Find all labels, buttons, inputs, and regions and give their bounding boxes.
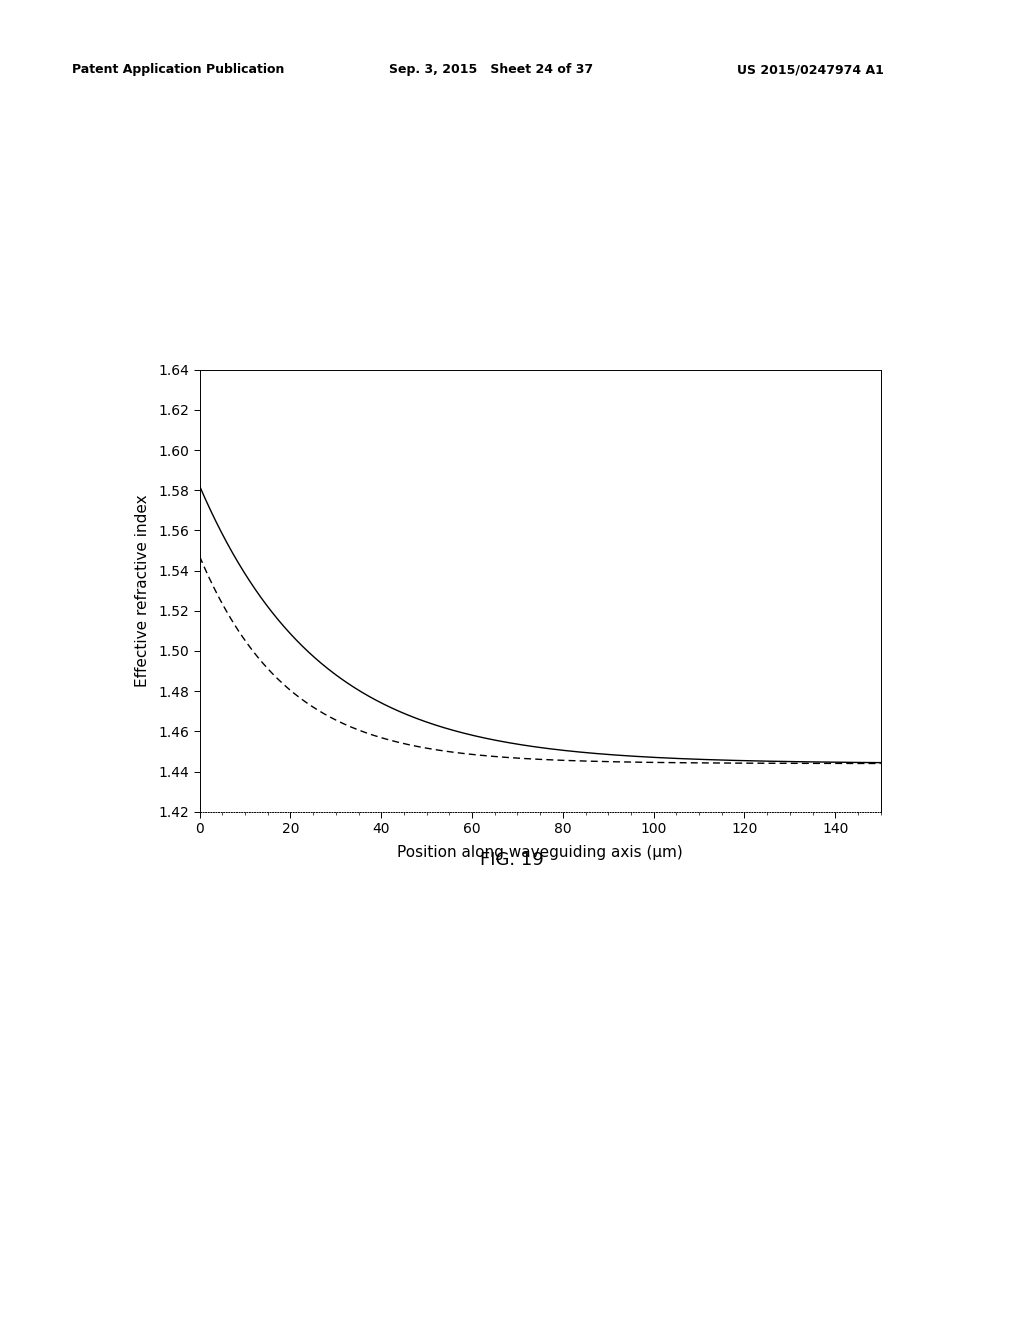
Text: Patent Application Publication: Patent Application Publication (72, 63, 284, 77)
X-axis label: Position along waveguiding axis (μm): Position along waveguiding axis (μm) (397, 845, 683, 859)
Text: US 2015/0247974 A1: US 2015/0247974 A1 (737, 63, 884, 77)
Text: FIG. 19: FIG. 19 (480, 851, 544, 870)
Text: Sep. 3, 2015   Sheet 24 of 37: Sep. 3, 2015 Sheet 24 of 37 (389, 63, 593, 77)
Y-axis label: Effective refractive index: Effective refractive index (135, 495, 151, 686)
